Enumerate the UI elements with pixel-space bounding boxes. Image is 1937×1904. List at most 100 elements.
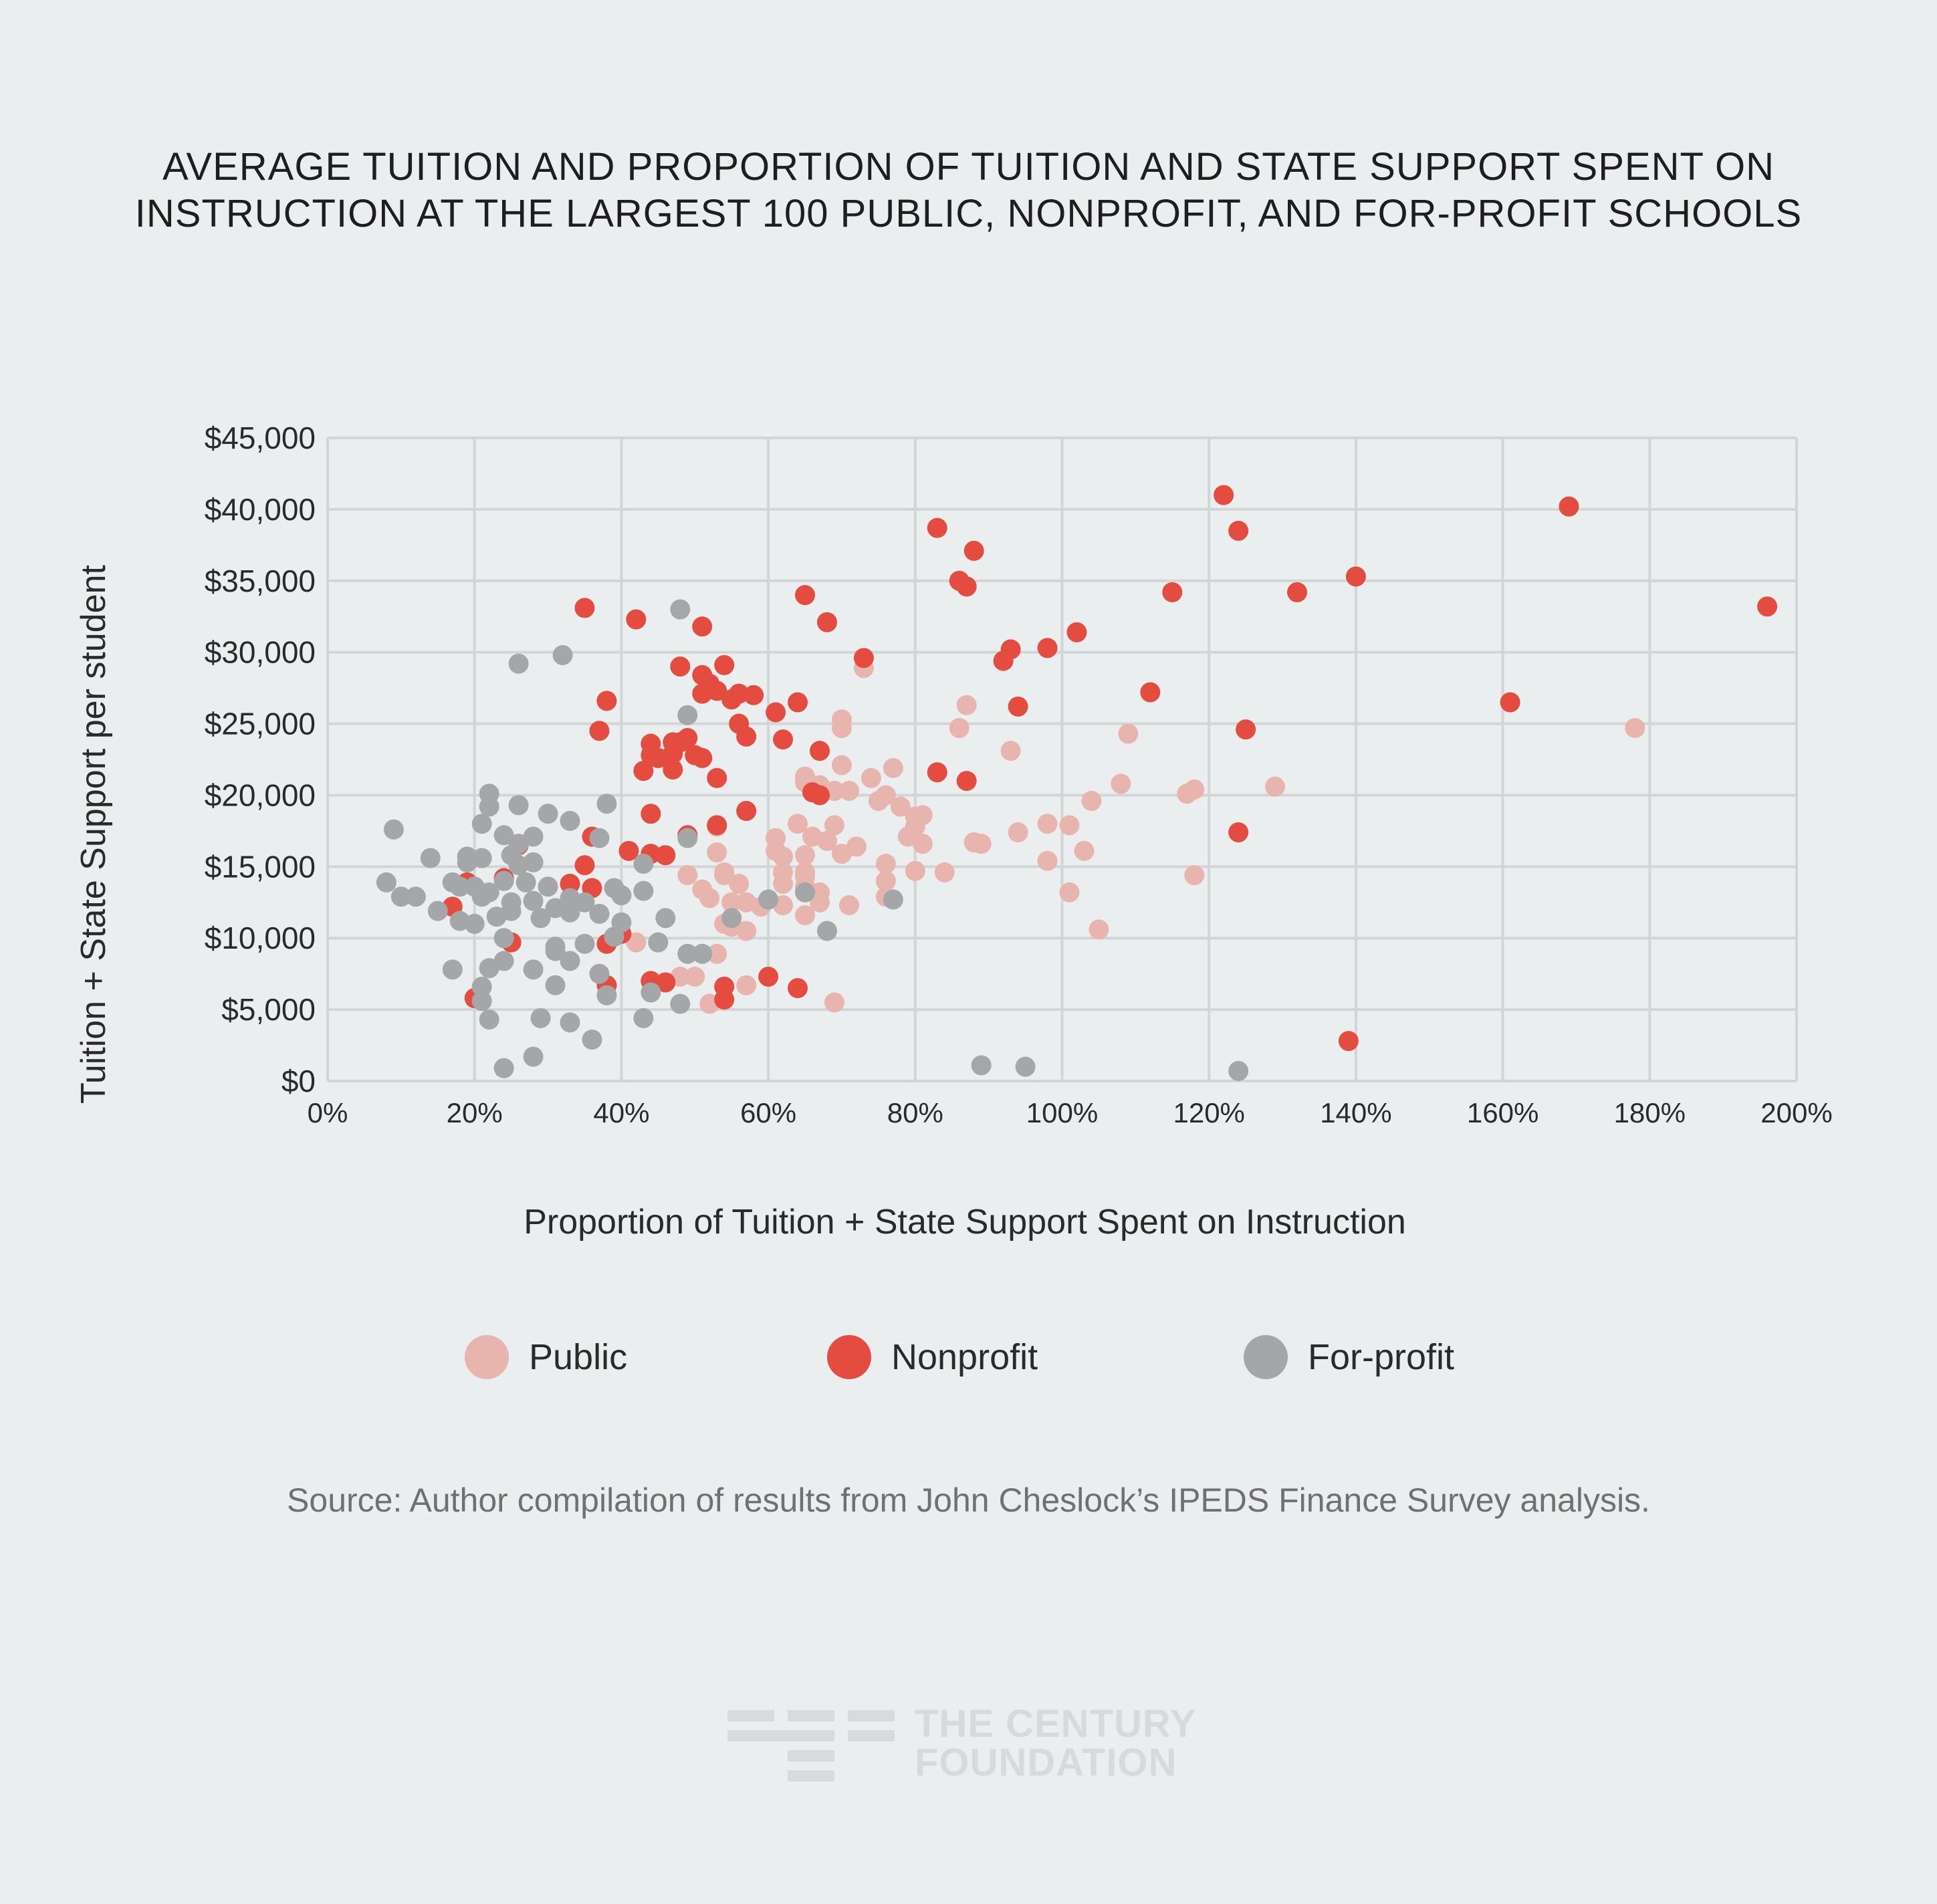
data-point — [655, 845, 676, 866]
data-point — [795, 882, 816, 903]
data-point — [523, 959, 544, 980]
legend-label-nonprofit: Nonprofit — [891, 1337, 1038, 1377]
data-point — [773, 729, 794, 750]
logo-text-line-2: FOUNDATION — [915, 1741, 1177, 1784]
data-point — [795, 845, 816, 866]
legend-item-nonprofit: Nonprofit — [827, 1330, 1038, 1384]
data-point — [736, 726, 757, 747]
data-point — [633, 1007, 654, 1028]
data-point — [471, 848, 492, 868]
data-point — [493, 928, 514, 949]
data-point — [788, 692, 808, 713]
legend-item-public: Public — [465, 1330, 627, 1384]
data-point — [1089, 919, 1109, 940]
data-point — [633, 880, 654, 901]
data-point — [493, 825, 514, 846]
data-point — [1081, 790, 1102, 811]
logo-mark-icon — [727, 1703, 895, 1784]
y-tick-label: $40,000 — [205, 492, 316, 527]
data-point — [618, 840, 639, 861]
y-tick-label: $20,000 — [205, 778, 316, 812]
data-point — [1074, 840, 1095, 861]
y-tick-label: $10,000 — [205, 921, 316, 955]
data-point — [766, 702, 786, 723]
data-point — [1345, 566, 1366, 587]
data-point — [993, 650, 1014, 671]
data-point — [824, 992, 844, 1013]
data-point — [471, 991, 492, 1012]
data-point — [1037, 814, 1058, 834]
data-point — [1140, 682, 1161, 703]
data-point — [788, 978, 808, 999]
data-point — [1066, 622, 1087, 642]
y-tick-label: $15,000 — [205, 849, 316, 884]
data-point — [971, 1055, 992, 1076]
data-point — [861, 767, 881, 788]
data-point — [376, 872, 396, 892]
data-point — [1757, 596, 1778, 617]
data-point — [471, 886, 492, 907]
data-point — [523, 1046, 544, 1067]
data-point — [1500, 692, 1520, 713]
data-point — [560, 902, 580, 923]
data-point — [1118, 723, 1139, 744]
data-point — [574, 598, 595, 618]
data-point — [464, 913, 485, 934]
century-foundation-logo: THE CENTURY FOUNDATION — [727, 1703, 1222, 1784]
source-note: Source: Author compilation of results fr… — [287, 1481, 1650, 1519]
data-point — [1338, 1031, 1359, 1052]
y-axis-label: Tuition + State Support per student — [74, 564, 113, 1104]
data-point — [1177, 784, 1198, 804]
data-point — [699, 888, 720, 909]
data-point — [1184, 865, 1205, 886]
data-point — [714, 989, 735, 1010]
data-point — [641, 982, 661, 1003]
data-point — [1228, 1061, 1249, 1082]
chart-title-line-1: AVERAGE TUITION AND PROPORTION OF TUITIO… — [162, 145, 1775, 189]
data-point — [758, 966, 779, 987]
data-point — [875, 854, 896, 874]
data-point — [663, 743, 683, 764]
data-point — [493, 951, 514, 971]
data-point — [721, 689, 742, 710]
data-point — [560, 810, 580, 831]
data-point — [816, 612, 837, 632]
logo-text-line-1: THE CENTURY — [915, 1702, 1197, 1746]
data-point — [530, 908, 551, 929]
data-point — [1265, 776, 1286, 797]
data-point — [493, 1058, 514, 1078]
data-point — [670, 993, 691, 1014]
data-point — [560, 1012, 580, 1033]
data-point — [721, 892, 742, 913]
data-point — [736, 975, 757, 995]
data-point — [956, 771, 977, 792]
data-point — [663, 759, 683, 780]
chart-title: AVERAGE TUITION AND PROPORTION OF TUITIO… — [0, 144, 1937, 237]
data-point — [471, 976, 492, 997]
data-point — [707, 767, 727, 788]
series-public — [626, 658, 1645, 1014]
x-tick-label: 100% — [1026, 1097, 1098, 1128]
legend-label-public: Public — [529, 1337, 628, 1377]
data-point — [589, 721, 610, 741]
data-point — [714, 862, 735, 882]
data-point — [449, 876, 470, 897]
data-point — [721, 908, 742, 929]
data-point — [795, 905, 816, 926]
data-point — [956, 695, 977, 715]
data-point — [1236, 719, 1256, 740]
data-point — [582, 1030, 602, 1050]
data-point — [905, 860, 925, 881]
data-point — [626, 609, 647, 630]
data-point — [758, 889, 779, 910]
series-for-profit — [376, 599, 1249, 1082]
data-point — [831, 755, 852, 776]
legend-swatch-nonprofit — [827, 1335, 871, 1379]
data-point — [692, 943, 713, 964]
data-point — [1214, 485, 1234, 505]
data-point — [626, 932, 647, 953]
data-point — [545, 941, 566, 961]
data-point — [648, 932, 669, 953]
data-point — [427, 901, 448, 921]
x-tick-label: 200% — [1760, 1097, 1832, 1128]
